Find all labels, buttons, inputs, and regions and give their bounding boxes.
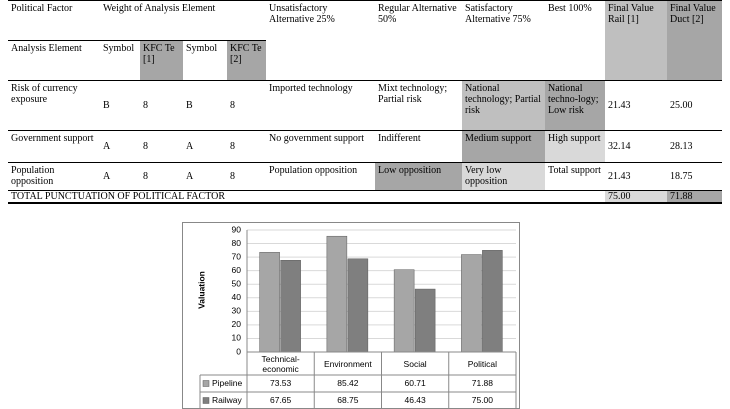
bar [414, 288, 436, 353]
y-tick-label: 60 [232, 265, 242, 275]
table-cell: Medium support [462, 130, 546, 163]
y-axis-label: Valuation [196, 271, 206, 309]
table-cell: A [183, 130, 227, 163]
subheader-row: Analysis Element Symbol KFC Te [1] Symbol KF… [8, 40, 722, 81]
table-cell: 8 [227, 162, 267, 191]
table-cell: Analysis Element [8, 40, 100, 81]
legend-label: Pipeline [212, 378, 243, 388]
y-tick-label: 70 [232, 251, 242, 261]
body-row: Government support A 8 A 8 No government supp… [8, 130, 723, 163]
body-row: Population opposition A 8 A 8 Population oppo… [8, 162, 723, 191]
table-cell: 8 [227, 80, 267, 131]
x-tick-label: Environment [324, 358, 372, 369]
legend-label: Railway [212, 395, 243, 405]
table-cell: KFC Te [2] [227, 40, 267, 81]
y-tick-label: 10 [232, 333, 242, 343]
x-tick-label: Social [403, 358, 427, 369]
y-tick-label: 0 [236, 346, 241, 356]
table-cell: Final Value Duct [2] [667, 0, 723, 81]
body-row: Risk of currency exposure B 8 B 8 Imported te… [8, 80, 723, 131]
table-cell: Regular Alternative 50% [375, 0, 463, 81]
value-label: 75.00 [472, 395, 494, 405]
table-cell: Symbol [183, 40, 227, 81]
table-cell: Imported technology [266, 80, 376, 131]
bar [326, 235, 348, 353]
table-cell: No government support [266, 130, 376, 163]
table-cell: A [100, 162, 140, 191]
legend-swatch [202, 397, 210, 404]
table-cell: 75.00 [605, 190, 668, 204]
value-label: 67.65 [270, 395, 292, 405]
table-cell: 8 [140, 80, 183, 131]
table-cell: Symbol [100, 40, 140, 81]
table-cell: B [100, 80, 140, 131]
table-cell: TOTAL PUNCTUATION OF POLITICAL FACTOR [8, 190, 606, 204]
table-cell: Risk of currency exposure [8, 80, 100, 131]
chart: Valuation 0 10 20 30 40 50 60 70 80 90 Technical-e… [182, 222, 520, 409]
evaluation-table: Political Factor Weight of Analysis Eleme… [8, 0, 723, 204]
table-cell: High support [545, 130, 606, 163]
table-cell: National technology; Partial risk [462, 80, 546, 131]
table-cell: Unsatisfactory Alternative 25% [266, 0, 376, 81]
value-label: 46.43 [404, 395, 426, 405]
table-cell: 8 [140, 162, 183, 191]
value-label: 85.42 [337, 378, 359, 388]
table-cell: Best 100% [545, 0, 606, 81]
table-cell: 8 [227, 130, 267, 163]
bar [393, 269, 415, 353]
table-cell: Satisfactory Alternative 75% [462, 0, 546, 81]
value-label: 71.88 [472, 378, 494, 388]
y-tick-label: 30 [232, 306, 242, 316]
legend-swatch [202, 380, 210, 387]
table-cell: Final Value Rail [1] [605, 0, 668, 81]
bar [259, 252, 280, 353]
table-cell: A [100, 130, 140, 163]
table-cell: 21.43 [605, 80, 668, 131]
value-label: 60.71 [404, 378, 426, 388]
header-row: Political Factor Weight of Analysis Eleme… [8, 0, 723, 81]
table-cell: 18.75 [667, 162, 723, 191]
table-cell: KFC Te [1] [140, 40, 183, 81]
bar [347, 258, 369, 353]
bar [482, 250, 503, 353]
y-tick-label: 80 [232, 238, 242, 248]
table-cell: 8 [140, 130, 183, 163]
table-cell: 32.14 [605, 130, 668, 163]
y-tick-label: 40 [232, 292, 242, 302]
table-cell: B [183, 80, 227, 131]
table-cell: Total support [545, 162, 606, 191]
value-label: 68.75 [337, 395, 359, 405]
y-tick-label: 90 [232, 224, 242, 234]
table-cell: Mixt technology; Partial risk [375, 80, 463, 131]
bar [461, 254, 482, 353]
category-cell: Environment [324, 358, 372, 369]
table-cell: Very low opposition [462, 162, 546, 191]
bar [280, 260, 301, 353]
table-cell: Population opposition [8, 162, 100, 191]
y-tick-label: 20 [232, 319, 242, 329]
table-cell: A [183, 162, 227, 191]
category-cell: Technical-economic [261, 353, 300, 374]
table-cell: 21.43 [605, 162, 668, 191]
table-cell: Government support [8, 130, 100, 163]
category-cell: Political [467, 358, 498, 369]
table-cell: National techno-logy; Low risk [545, 80, 606, 131]
table-cell: Weight of Analysis Element [100, 0, 267, 41]
table-cell: Political Factor [8, 0, 100, 41]
x-tick-label: Technical-economic [261, 353, 300, 374]
table-cell: 25.00 [667, 80, 723, 131]
total-row: TOTAL PUNCTUATION OF POLITICAL FACTOR 75.… [8, 190, 723, 204]
table-cell: 28.13 [667, 130, 723, 163]
table-cell: Population opposition [266, 162, 376, 191]
table-cell: 71.88 [667, 190, 723, 204]
value-label: 73.53 [270, 378, 292, 388]
x-tick-label: Political [467, 358, 498, 369]
y-tick-label: 50 [232, 278, 242, 288]
table-cell: Indifferent [375, 130, 463, 163]
table-cell: Low opposition [375, 162, 463, 191]
category-cell: Social [403, 358, 427, 369]
